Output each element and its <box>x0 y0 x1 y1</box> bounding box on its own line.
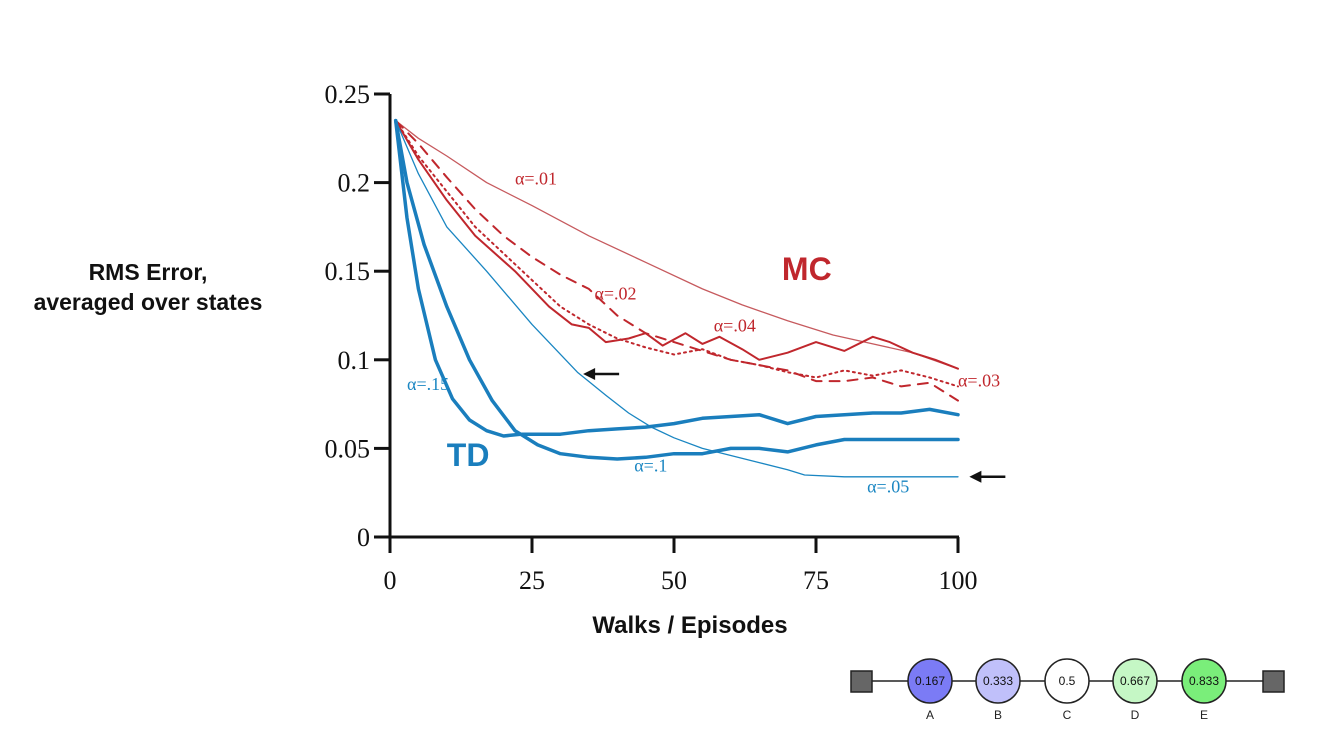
mc-alpha-01-label: α=.01 <box>515 168 557 188</box>
state-value: 0.333 <box>983 674 1013 688</box>
y-tick-label: 0.25 <box>325 80 371 109</box>
y-axis-label-line-1: RMS Error, <box>88 259 208 285</box>
state-letter: D <box>1131 708 1140 722</box>
td-alpha-05-label: α=.05 <box>867 477 909 497</box>
y-tick-label: 0 <box>357 523 370 552</box>
state-node-e: 0.833 E <box>1181 658 1227 722</box>
state-node-b: 0.333 B <box>975 658 1021 722</box>
state-circle <box>1181 658 1227 704</box>
y-axis-label: RMS Error, averaged over states <box>0 257 296 317</box>
state-circle <box>1112 658 1158 704</box>
axes: 0 0.05 0.1 0.15 0.2 0.25 0 25 50 75 100 <box>325 80 978 595</box>
state-letter: B <box>994 708 1002 722</box>
state-value: 0.5 <box>1059 674 1076 688</box>
mc-alpha-02-label: α=.02 <box>594 284 636 304</box>
mc-alpha-03-label: α=.03 <box>958 370 1000 390</box>
y-tick-label: 0.1 <box>338 346 371 375</box>
x-axis-label: Walks / Episodes <box>592 612 788 639</box>
series-layer <box>393 118 960 478</box>
state-circle <box>1044 658 1090 704</box>
random-walk-diagram: 0.167 A 0.333 B 0.5 C 0.667 D 0.833 E <box>850 658 1285 722</box>
state-circle <box>907 658 953 704</box>
td-alpha-1-line <box>393 118 960 461</box>
td-alpha-05-line <box>395 119 959 478</box>
state-node-a: 0.167 A <box>907 658 953 722</box>
x-tick-label: 25 <box>519 566 545 595</box>
y-tick-label: 0.05 <box>325 434 371 463</box>
state-node-c: 0.5 C <box>1044 658 1090 722</box>
x-tick-label: 50 <box>661 566 687 595</box>
x-tick-label: 0 <box>384 566 397 595</box>
td-alpha-15-label: α=.15 <box>407 374 449 394</box>
state-node-d: 0.667 D <box>1112 658 1158 722</box>
state-value: 0.833 <box>1189 674 1219 688</box>
x-tick-label: 100 <box>939 566 978 595</box>
y-tick-label: 0.15 <box>325 257 371 286</box>
y-axis-label-line-2: averaged over states <box>33 289 263 315</box>
arrow-left-icon <box>583 367 596 380</box>
state-value: 0.167 <box>915 674 945 688</box>
labels-layer: α=.01 α=.02 α=.03 α=.04 α=.05 α=.1 α=.15 MC TD <box>407 168 1006 497</box>
td-alpha-15-line <box>393 118 960 438</box>
mc-alpha-04-line <box>394 119 959 370</box>
mc-alpha-01-line <box>395 119 959 370</box>
state-value: 0.667 <box>1120 674 1150 688</box>
state-letter: C <box>1063 708 1072 722</box>
right-terminal-square <box>1262 670 1285 693</box>
mc-group-label: MC <box>782 251 832 287</box>
mc-alpha-02-line <box>394 119 959 402</box>
mc-alpha-04-label: α=.04 <box>714 315 756 335</box>
state-circle <box>975 658 1021 704</box>
state-letter: E <box>1200 708 1208 722</box>
state-letter: A <box>926 708 934 722</box>
td-group-label: TD <box>447 437 490 473</box>
y-tick-label: 0.2 <box>338 169 371 198</box>
mc-alpha-03-line <box>394 119 959 388</box>
x-tick-label: 75 <box>803 566 829 595</box>
arrow-left-icon <box>969 470 982 483</box>
left-terminal-square <box>850 670 873 693</box>
td-alpha-1-label: α=.1 <box>634 455 667 475</box>
